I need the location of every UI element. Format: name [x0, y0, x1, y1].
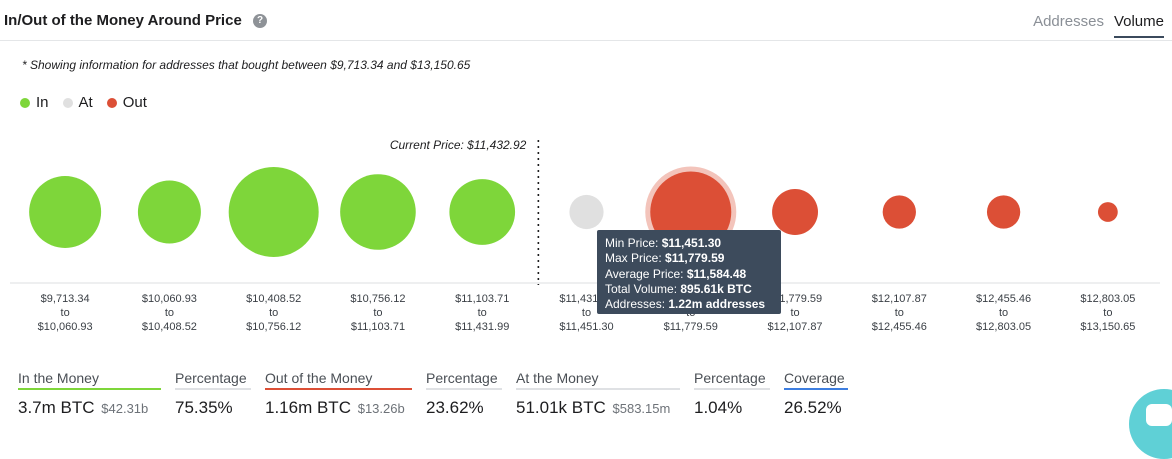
tick-label-9-1: to: [999, 307, 1008, 319]
tick-label-1-0: $10,060.93: [142, 293, 197, 305]
tick-label-4-0: $11,103.71: [455, 293, 509, 305]
bubble-out-10[interactable]: [1097, 202, 1118, 222]
bubble-in-1[interactable]: [137, 180, 201, 244]
tick-label-4-1: to: [478, 307, 487, 319]
stat-in-percentage: Percentage 75.35%: [175, 370, 251, 418]
tick-label-8-2: $12,455.46: [872, 321, 927, 333]
stat-in-the-money: In the Money 3.7m BTC $42.31b: [18, 370, 161, 418]
tick-label-3-2: $11,103.71: [351, 321, 405, 333]
tick-label-0-1: to: [61, 307, 70, 319]
tick-label-3-0: $10,756.12: [350, 293, 405, 305]
tick-label-6-2: $11,779.59: [664, 321, 718, 333]
tooltip-avg-price: $11,584.48: [686, 266, 747, 281]
tick-label-5-2: $11,451.30: [559, 321, 613, 333]
legend-item-out[interactable]: Out: [106, 94, 147, 111]
tick-label-2-1: to: [269, 307, 278, 319]
bubble-out-8[interactable]: [882, 195, 916, 229]
tab-volume[interactable]: Volume: [1113, 13, 1164, 38]
legend-item-at[interactable]: At: [62, 94, 93, 111]
bubble-in-4[interactable]: [449, 179, 516, 245]
bubble-in-3[interactable]: [340, 174, 416, 250]
tick-label-1-2: $10,408.52: [142, 321, 197, 333]
bubble-out-7[interactable]: [772, 189, 818, 235]
stat-at-the-money: At the Money 51.01k BTC $583.15m: [516, 370, 680, 418]
tick-label-10-1: to: [1103, 307, 1112, 319]
in-dot-icon: [20, 97, 30, 108]
legend-label-out: Out: [122, 94, 147, 111]
header-divider: [0, 40, 1172, 41]
legend-item-in[interactable]: In: [20, 94, 49, 111]
tick-label-0-2: $10,060.93: [38, 321, 93, 333]
stat-coverage: Coverage 26.52%: [784, 370, 848, 418]
bubble-in-0[interactable]: [29, 176, 102, 248]
question-circle-icon[interactable]: ?: [253, 14, 267, 28]
bubble-out-9[interactable]: [986, 195, 1021, 229]
out-dot-icon: [106, 97, 117, 108]
tick-label-10-2: $13,150.65: [1080, 321, 1135, 333]
tick-label-8-1: to: [895, 307, 904, 319]
view-tabs: Addresses Volume: [1033, 13, 1164, 38]
bubble-at-5[interactable]: [569, 194, 604, 230]
tick-label-7-0: $11,779.59: [768, 293, 822, 305]
stat-at-percentage: Percentage 1.04%: [694, 370, 770, 418]
tab-addresses[interactable]: Addresses: [1033, 13, 1104, 30]
chat-bubble-icon: [1146, 404, 1172, 426]
summary-stats: In the Money 3.7m BTC $42.31b Percentage…: [18, 370, 862, 418]
stat-out-percentage: Percentage 23.62%: [426, 370, 502, 418]
legend-label-in: In: [36, 94, 49, 111]
tick-label-9-0: $12,455.46: [976, 293, 1031, 305]
tick-label-2-0: $10,408.52: [246, 293, 301, 305]
bubble-chart: Current Price: $11,432.92 $9,713.34 to $10,…: [10, 138, 1160, 333]
chart-legend: In At Out: [20, 94, 161, 111]
tick-label-2-2: $10,756.12: [246, 321, 301, 333]
tick-label-9-2: $12,803.05: [976, 321, 1031, 333]
legend-label-at: At: [78, 94, 93, 111]
bucket-tooltip: Min Price: $11,451.30 Max Price: $11,779…: [597, 230, 781, 314]
bubble-in-2[interactable]: [228, 167, 319, 257]
tick-label-0-0: $9,713.34: [41, 293, 90, 305]
tick-label-4-2: $11,431.99: [455, 321, 509, 333]
tooltip-addresses: 1.22m addresses: [668, 297, 766, 312]
stat-out-of-the-money: Out of the Money 1.16m BTC $13.26b: [265, 370, 412, 418]
tick-label-8-0: $12,107.87: [872, 293, 927, 305]
tooltip-max-price: $11,779.59: [665, 251, 725, 266]
at-dot-icon: [62, 97, 73, 108]
tick-label-1-1: to: [165, 307, 174, 319]
page-title: In/Out of the Money Around Price: [4, 12, 242, 29]
tooltip-total-volume: 895.61k BTC: [680, 281, 752, 296]
tick-label-10-0: $12,803.05: [1080, 293, 1135, 305]
tick-label-7-1: to: [790, 307, 799, 319]
tooltip-min-price: $11,451.30: [661, 236, 722, 250]
tick-label-7-2: $12,107.87: [768, 321, 823, 333]
tick-label-5-1: to: [582, 307, 591, 319]
range-note: * Showing information for addresses that…: [22, 58, 471, 72]
tick-label-3-1: to: [373, 307, 382, 319]
current-price-label: Current Price: $11,432.92: [390, 138, 527, 152]
